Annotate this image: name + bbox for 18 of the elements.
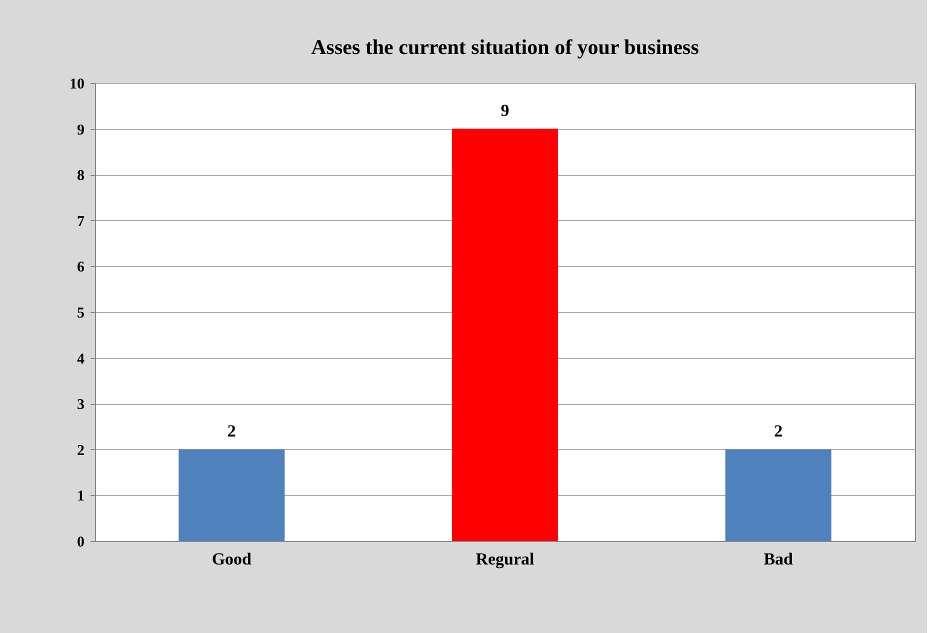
y-tick-label: 2 — [77, 442, 84, 459]
x-tick-label: Good — [212, 550, 252, 568]
chart-title: Asses the current situation of your business — [311, 35, 699, 59]
y-tick-label: 5 — [77, 306, 84, 322]
data-label: 9 — [500, 100, 510, 120]
y-tick-label: 1 — [77, 488, 84, 505]
y-tick-label: 6 — [77, 260, 85, 276]
x-tick-label: Regural — [476, 550, 535, 568]
y-tick-label: 7 — [77, 214, 85, 230]
y-tick-label: 0 — [77, 534, 84, 550]
y-tick-label: 4 — [77, 351, 85, 368]
data-label: 2 — [774, 421, 783, 440]
y-tick-label: 9 — [77, 122, 84, 138]
data-label: 2 — [227, 421, 236, 440]
x-tick-label: Bad — [764, 550, 794, 568]
y-tick-label: 10 — [70, 76, 84, 92]
y-tick-label: 8 — [77, 168, 84, 184]
y-tick-label: 3 — [77, 397, 84, 414]
